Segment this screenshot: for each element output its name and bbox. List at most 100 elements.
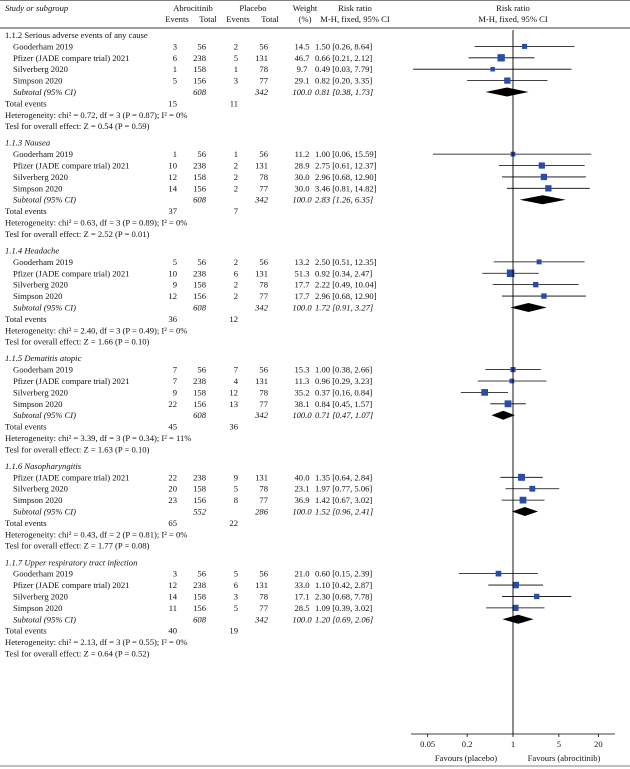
subgroup-2-total-events-2: 7 bbox=[234, 206, 239, 216]
subgroup-6-study-4-marker bbox=[512, 604, 519, 611]
subgroup-1-study-2-weight: 46.7 bbox=[294, 53, 310, 63]
subgroup-1-study-3-events-1: 1 bbox=[173, 64, 177, 74]
subgroup-6-study-1-total-1: 56 bbox=[197, 569, 206, 579]
subgroup-5-study-3-total-1: 156 bbox=[193, 495, 207, 505]
subgroup-1-study-3-name: Silverberg 2020 bbox=[13, 64, 68, 74]
subgroup-3-study-3-total-2: 78 bbox=[259, 280, 268, 290]
subgroup-5-overall-effect: Tesl for overall effect: Z = 1.77 (P = 0… bbox=[5, 541, 150, 551]
subgroup-3-study-2-ci: 0.92 [0.34, 2.47] bbox=[315, 268, 372, 278]
subgroup-1-heterogeneity: Heterogeneity: chi² = 0.72, df = 3 (P = … bbox=[5, 110, 187, 120]
subgroup-5-study-2-total-2: 78 bbox=[259, 484, 268, 494]
subgroup-5-subtotal-total-2: 286 bbox=[255, 507, 269, 517]
subgroup-6-study-2-ci: 1.10 [0.42, 2.87] bbox=[315, 580, 372, 590]
subgroup-1-study-2-name: Pfizer (JADE compare trial) 2021 bbox=[13, 53, 129, 63]
subgroup-5-study-1-marker bbox=[518, 473, 526, 481]
subgroup-3-study-3-total-1: 158 bbox=[193, 280, 206, 290]
subgroup-3-study-1-marker bbox=[536, 259, 542, 265]
subgroup-5-subtotal-weight: 100.0 bbox=[292, 507, 312, 517]
subgroup-4-study-4-total-2: 77 bbox=[259, 399, 268, 409]
subgroup-2-study-4-ci: 3.46 [0.81, 14.82] bbox=[315, 183, 377, 193]
subgroup-1-study-1-total-1: 56 bbox=[197, 41, 206, 51]
subgroup-4-study-2-ci: 0.96 [0.29, 3.23] bbox=[315, 376, 372, 386]
subgroup-6-study-2-total-1: 238 bbox=[193, 580, 206, 590]
subgroup-2-study-3-events-2: 2 bbox=[234, 172, 238, 182]
subgroup-5-study-3-ci: 1.42 [0.67, 3.02] bbox=[315, 495, 372, 505]
subgroup-5-subtotal-label: Subtotal (95% CI) bbox=[13, 507, 76, 517]
subgroup-6-study-4-total-2: 77 bbox=[259, 603, 268, 613]
subgroup-1-study-2-events-1: 6 bbox=[173, 53, 178, 63]
header-total-1: Total bbox=[199, 14, 217, 24]
favours-right-label: Favours (abrocitinib) bbox=[528, 753, 601, 763]
subgroup-6-subtotal-ci: 1.20 [0.69, 2.06] bbox=[315, 614, 373, 624]
subgroup-1-subtotal-total-2: 342 bbox=[254, 87, 269, 97]
subgroup-5-study-3-total-2: 77 bbox=[259, 495, 268, 505]
subgroup-1-study-1-events-2: 2 bbox=[234, 41, 238, 51]
subgroup-4-study-4-ci: 0.84 [0.45, 1.57] bbox=[315, 399, 372, 409]
header-total-2: Total bbox=[261, 14, 279, 24]
subgroup-4-study-1-events-1: 7 bbox=[173, 365, 178, 375]
subgroup-2-subtotal-ci: 2.83 [1.26, 6.35] bbox=[315, 195, 373, 205]
subgroup-1-study-2-ci: 0.66 [0.21, 2.12] bbox=[315, 53, 372, 63]
subgroup-3-study-3-ci: 2.22 [0.49, 10.04] bbox=[315, 280, 377, 290]
header-study: Study or subgroup bbox=[5, 3, 69, 13]
subgroup-2-study-2-marker bbox=[538, 162, 545, 169]
subgroup-5-study-1-total-1: 238 bbox=[193, 472, 206, 482]
subgroup-1-overall-effect: Tesl for overall effect: Z = 0.54 (P = 0… bbox=[5, 121, 150, 131]
subgroup-6-study-1-marker bbox=[495, 570, 502, 577]
subgroup-4-subtotal-ci: 0.71 [0.47, 1.07] bbox=[315, 410, 373, 420]
subgroup-2-study-3-weight: 30.0 bbox=[294, 172, 309, 182]
subgroup-4-study-4-weight: 38.1 bbox=[294, 399, 309, 409]
subgroup-3-study-1-name: Gooderham 2019 bbox=[13, 257, 73, 267]
subgroup-1-study-3-events-2: 1 bbox=[234, 64, 238, 74]
subgroup-4-study-4-events-1: 22 bbox=[168, 399, 177, 409]
subgroup-6-study-1-ci: 0.60 [0.15, 2.39] bbox=[315, 569, 372, 579]
header-events-1: Events bbox=[165, 14, 189, 24]
subgroup-6-subtotal-total-1: 608 bbox=[193, 614, 207, 624]
subgroup-4-study-1-total-1: 56 bbox=[197, 365, 206, 375]
subgroup-6-study-4-weight: 28.5 bbox=[294, 603, 309, 613]
subgroup-1-study-4-name: Simpson 2020 bbox=[13, 76, 62, 86]
subgroup-5-study-3-events-2: 8 bbox=[234, 495, 238, 505]
subgroup-5-study-1-name: Pfizer (JADE compare trial) 2021 bbox=[13, 472, 129, 482]
subgroup-3-total-events-2: 12 bbox=[229, 314, 238, 324]
subgroup-5-study-1-events-1: 22 bbox=[168, 472, 177, 482]
subgroup-4-study-4-marker bbox=[504, 400, 512, 408]
subgroup-3-study-4-total-2: 77 bbox=[259, 291, 268, 301]
plot-header-method: M-H, fixed, 95% CI bbox=[478, 14, 548, 24]
subgroup-3-study-4-events-1: 12 bbox=[168, 291, 177, 301]
subgroup-3-study-2-marker bbox=[506, 269, 515, 278]
subgroup-2-study-1-weight: 11.2 bbox=[295, 149, 310, 159]
subgroup-3-study-1-total-2: 56 bbox=[259, 257, 268, 267]
subgroup-2-study-3-total-2: 78 bbox=[259, 172, 268, 182]
subgroup-6-study-4-total-1: 156 bbox=[193, 603, 207, 613]
subgroup-5-study-3-name: Simpson 2020 bbox=[13, 495, 62, 505]
subgroup-1-study-4-events-1: 5 bbox=[173, 76, 177, 86]
subgroup-2-subtotal-label: Subtotal (95% CI) bbox=[13, 195, 76, 205]
subgroup-5-study-1-total-2: 131 bbox=[255, 472, 268, 482]
header-risk-ratio: Risk ratio bbox=[338, 3, 372, 13]
subgroup-6-study-1-name: Gooderham 2019 bbox=[13, 569, 73, 579]
subgroup-1-study-4-events-2: 3 bbox=[234, 76, 238, 86]
subgroup-3-subtotal-ci: 1.72 [0.91, 3.27] bbox=[315, 302, 373, 312]
subgroup-4-study-2-events-2: 4 bbox=[234, 376, 239, 386]
subgroup-6-study-1-events-2: 5 bbox=[234, 569, 238, 579]
subgroup-3-study-2-events-2: 6 bbox=[234, 268, 239, 278]
subgroup-2-study-4-name: Simpson 2020 bbox=[13, 183, 62, 193]
subgroup-3-title: 1.1.4 Headache bbox=[5, 245, 59, 255]
subgroup-4-heterogeneity: Heterogeneity: chi² = 3.39, df = 3 (P = … bbox=[5, 433, 191, 443]
subgroup-1-study-1-weight: 14.5 bbox=[294, 41, 309, 51]
subgroup-3-study-3-events-2: 2 bbox=[234, 280, 238, 290]
subgroup-6-study-2-weight: 33.0 bbox=[294, 580, 309, 590]
subgroup-2-title: 1.1.3 Nausea bbox=[5, 138, 50, 148]
subgroup-4-study-4-total-1: 156 bbox=[193, 399, 207, 409]
subgroup-6-study-3-events-1: 14 bbox=[168, 591, 177, 601]
subgroup-4-study-2-marker bbox=[509, 378, 515, 384]
subgroup-2-study-1-total-2: 56 bbox=[259, 149, 268, 159]
subgroup-1-study-4-marker bbox=[504, 77, 511, 84]
subgroup-5-study-2-marker bbox=[529, 485, 536, 492]
subgroup-1-study-2-total-1: 238 bbox=[193, 53, 206, 63]
subgroup-6-total-events-label: Total events bbox=[5, 626, 47, 636]
subgroup-1-study-3-total-2: 78 bbox=[259, 64, 268, 74]
subgroup-6-study-4-events-2: 5 bbox=[234, 603, 238, 613]
